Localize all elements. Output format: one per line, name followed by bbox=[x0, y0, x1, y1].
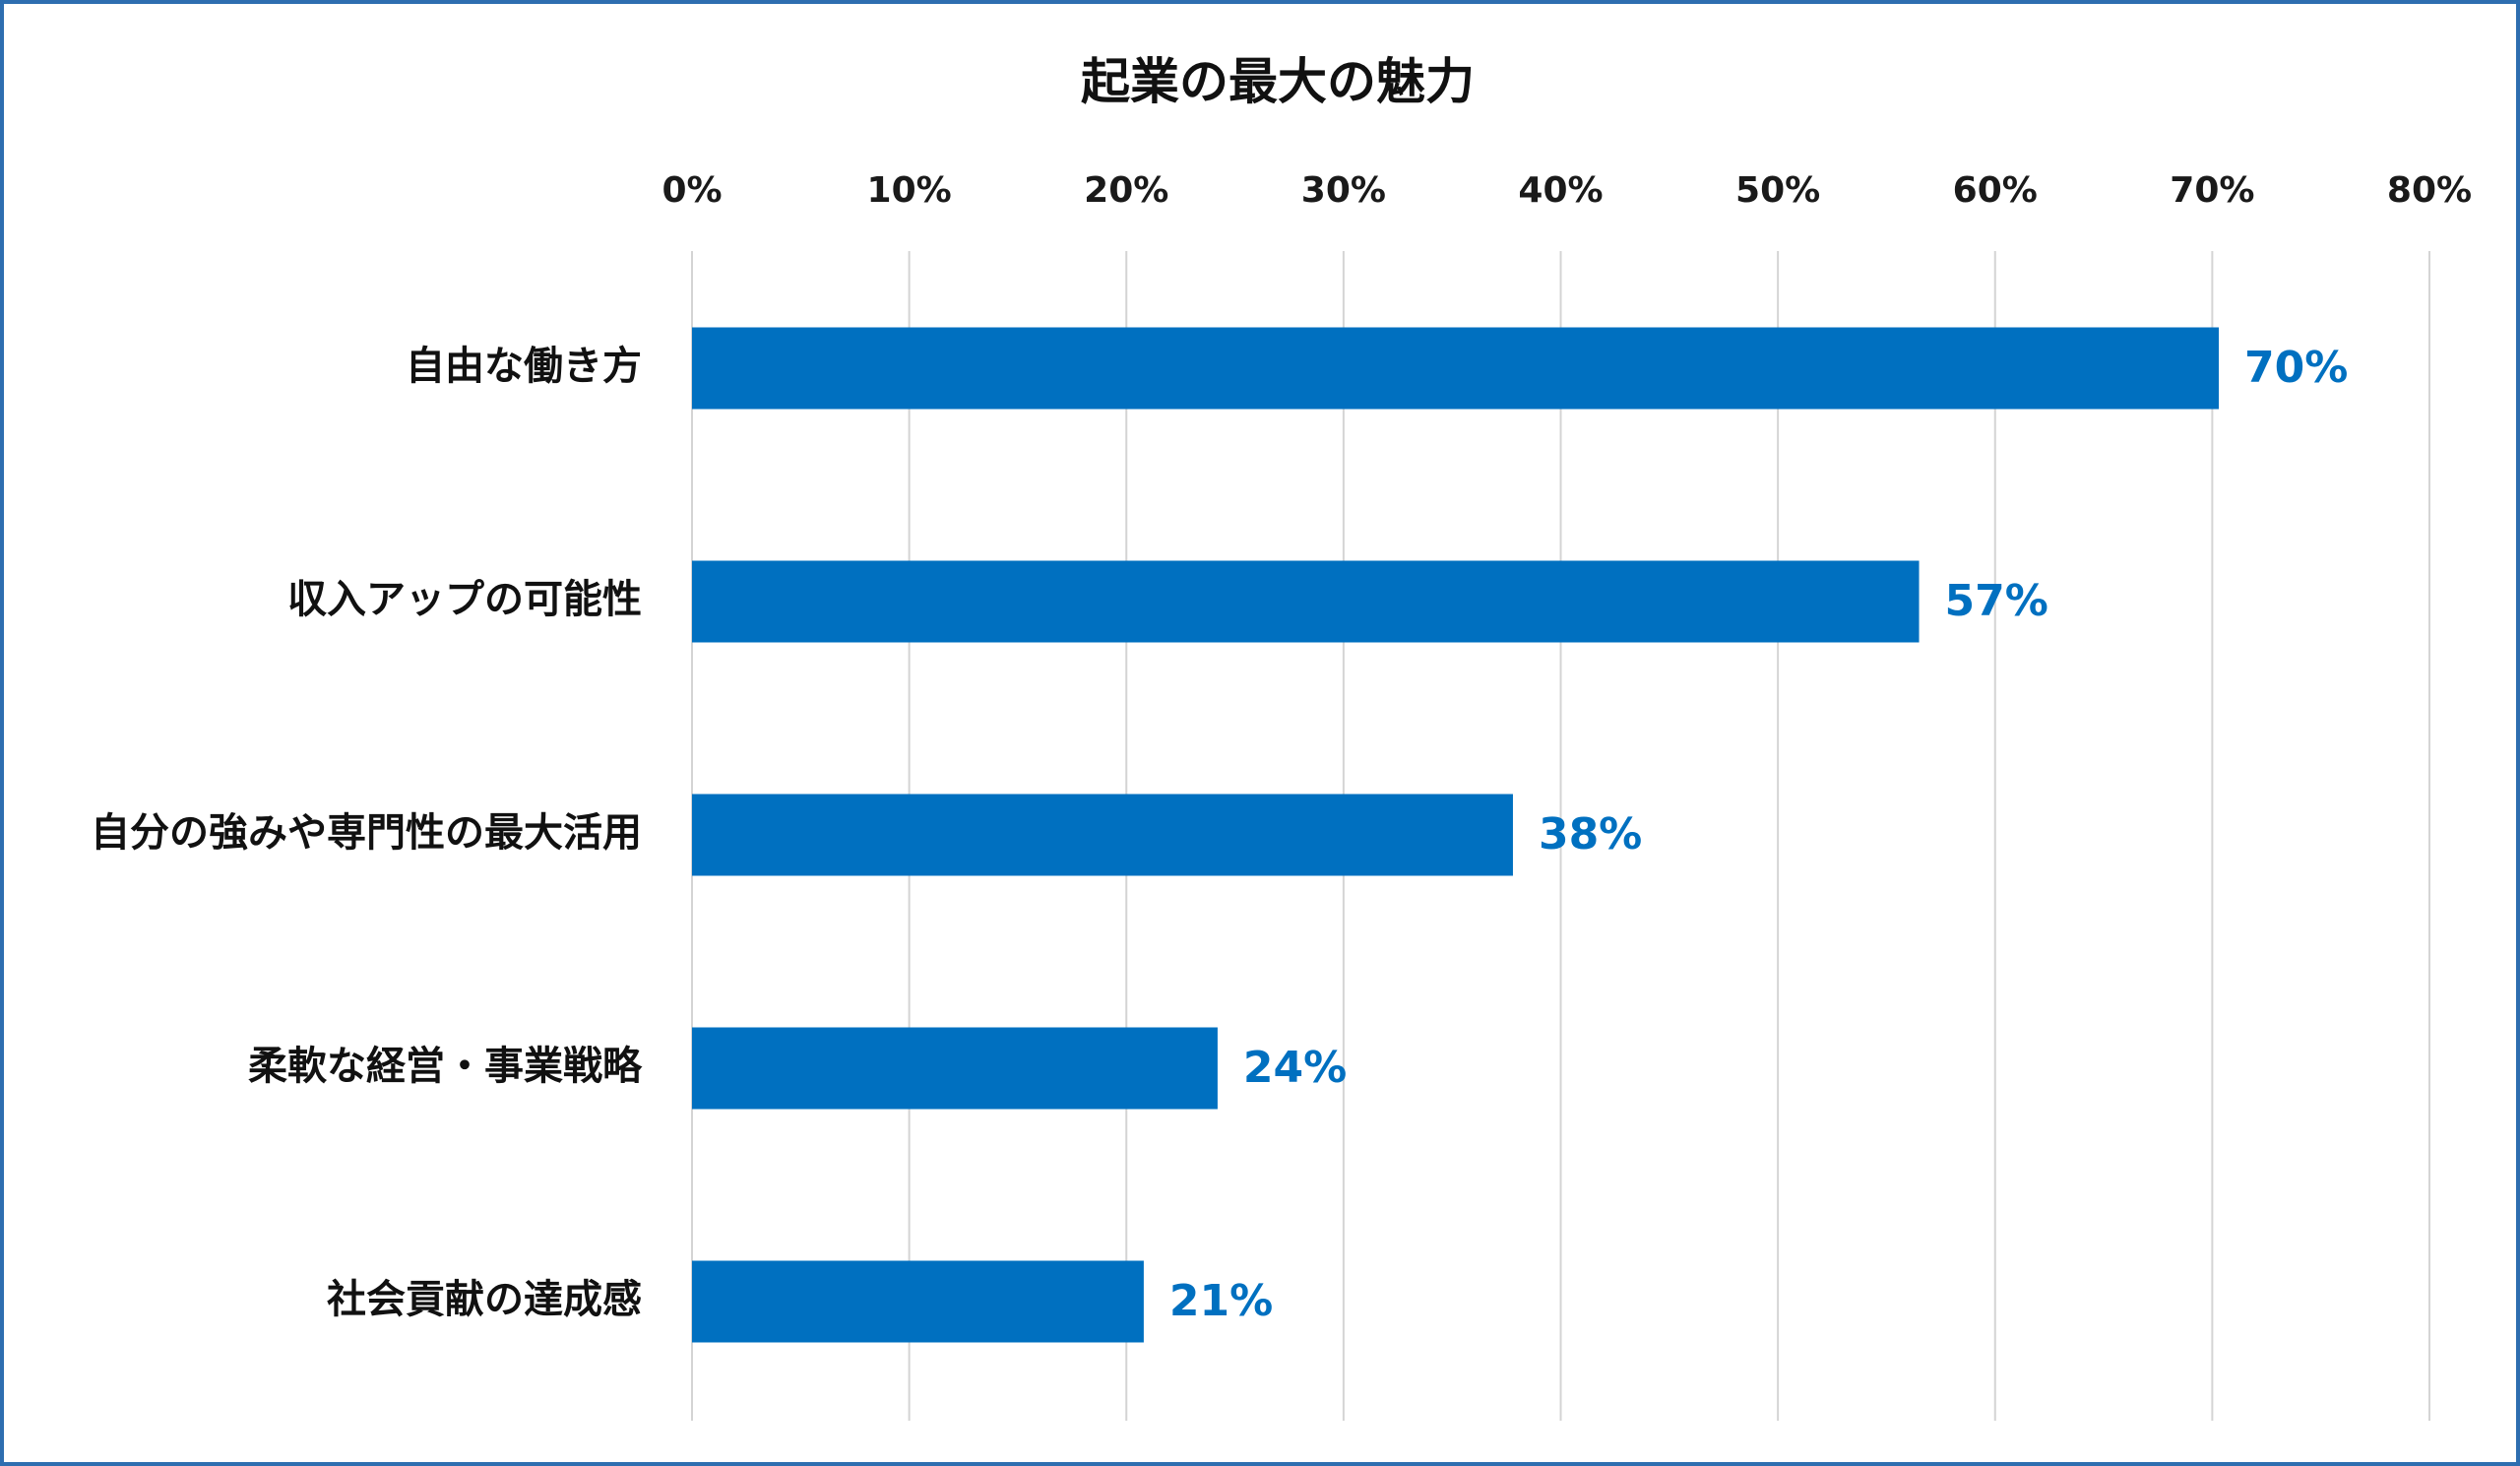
category-label: 自由な働き方 bbox=[406, 344, 642, 389]
bar-1 bbox=[692, 327, 2219, 410]
chart-title: 起業の最大の魅力 bbox=[1081, 53, 1475, 110]
category-labels: 自由な働き方収入アップの可能性自分の強みや専門性の最大活用柔軟な経営・事業戦略社… bbox=[91, 344, 643, 1322]
bar-2 bbox=[692, 560, 1920, 643]
data-label: 70% bbox=[2244, 343, 2348, 393]
category-label: 社会貢献の達成感 bbox=[327, 1277, 642, 1322]
data-label: 21% bbox=[1169, 1276, 1273, 1326]
bar-3 bbox=[692, 794, 1513, 876]
x-axis-ticks: 0% 10% 20% 30% 40% 50% 60% 70% 80% bbox=[662, 170, 2472, 211]
category-label: 自分の強みや専門性の最大活用 bbox=[91, 810, 642, 856]
x-tick-label: 80% bbox=[2387, 170, 2472, 211]
bar-4 bbox=[692, 1027, 1218, 1110]
bars bbox=[692, 327, 2219, 1343]
x-tick-label: 10% bbox=[867, 170, 952, 211]
x-tick-label: 30% bbox=[1301, 170, 1386, 211]
category-label: 収入アップの可能性 bbox=[287, 577, 642, 622]
x-tick-label: 0% bbox=[662, 170, 722, 211]
data-label: 57% bbox=[1945, 576, 2048, 626]
x-tick-label: 50% bbox=[1735, 170, 1820, 211]
category-label: 柔軟な経営・事業戦略 bbox=[248, 1044, 643, 1089]
gridlines bbox=[691, 251, 2430, 1421]
x-tick-label: 60% bbox=[1953, 170, 2038, 211]
x-tick-label: 20% bbox=[1084, 170, 1168, 211]
data-label: 24% bbox=[1243, 1043, 1347, 1093]
x-tick-label: 40% bbox=[1518, 170, 1603, 211]
data-labels: 70% 57% 38% 24% 21% bbox=[1169, 343, 2348, 1326]
data-label: 38% bbox=[1539, 809, 1642, 860]
bar-5 bbox=[692, 1260, 1144, 1343]
x-tick-label: 70% bbox=[2170, 170, 2254, 211]
